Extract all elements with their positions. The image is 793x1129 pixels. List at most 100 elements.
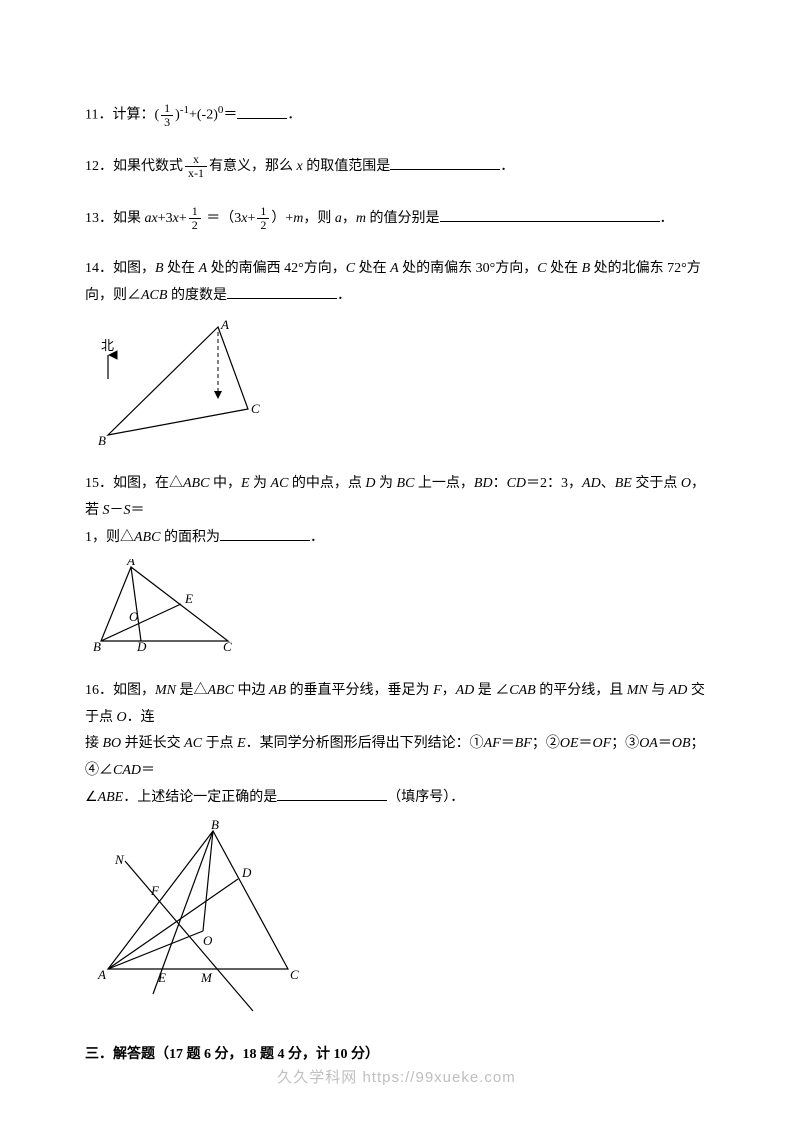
q16-t2: 是△ [176,683,208,698]
q15-t12: 的面积为 [160,530,220,545]
q15-d: D [365,476,375,491]
q15-blank [220,526,310,541]
q15-t10: ＝ [131,503,145,518]
q15-t2: 中， [209,476,241,491]
q15-t11: 1，则△ [85,530,134,545]
q11-blank [237,104,287,119]
q15-be: BE [615,476,632,491]
q16-abc: ABC [208,683,234,698]
q15-t5: 为 [376,476,397,491]
q15-bc: BC [397,476,415,491]
q14-b2: B [582,261,591,276]
q13-eq: ＝（3 [203,211,242,226]
q16-t10: ．连 [127,710,155,725]
q15-figure: A B C D E O [93,559,238,654]
q13-va: a [335,211,342,226]
q13-m: m [293,211,303,226]
q16-e2: E [237,736,246,751]
q16-t8: 与 [648,683,669,698]
q16-oa: OA [639,736,658,751]
question-16: 16．如图，MN 是△ABC 中边 AB 的垂直平分线，垂足为 F，AD 是 ∠… [85,678,708,1014]
q16-f: F [433,683,442,698]
q12-num: 12． [85,159,113,174]
q16-mn: MN [155,683,176,698]
q16-bf: BF [515,736,532,751]
q14-t6: 处在 [547,261,582,276]
q13-p3: + [247,211,255,226]
q14-t2: 处在 [164,261,199,276]
q14-a2: A [390,261,399,276]
q16-bo: BO [103,736,122,751]
q12-c: 的取值范围是 [303,159,391,174]
q13-m2: m [356,211,366,226]
q11-num: 11． [85,108,112,123]
q11-period: ． [287,108,301,123]
q16-t16: ．上述结论一定正确的是 [123,790,277,805]
q14-t5: 处的南偏东 30°方向， [399,261,538,276]
q14-a1: A [199,261,208,276]
north-label: 北 [101,338,114,353]
q16-abe: ABE [98,790,124,805]
q16-eq4: ＝ [141,763,155,778]
q15-e: E [241,476,250,491]
q11-sup1: -1 [180,104,189,116]
q16-t12: 并延长交 [121,736,184,751]
q16-t5: ， [442,683,456,698]
svg-text:M: M [200,970,213,985]
q14-acb: ACB [141,288,167,303]
q13-f2: 12 [257,205,269,232]
svg-text:D: D [136,639,147,654]
q15-dot: 、 [601,476,615,491]
q14-t4: 处在 [355,261,390,276]
q14-t8: 向，则∠ [85,288,141,303]
q16-cab: CAB [509,683,535,698]
q13-ax: ax [145,211,158,226]
q14-c2: C [537,261,546,276]
q14-blank [227,284,337,299]
question-11: 11．计算：(13)-1+(-2)0＝． [85,100,708,129]
q16-of: OF [593,736,612,751]
q14-figure: 北 A B C [93,317,273,447]
q11-frac: 13 [161,102,173,129]
q16-o: O [117,710,127,725]
svg-text:A: A [126,559,135,568]
q13-p2: + [179,211,187,226]
question-13: 13．如果 ax+3x+12 ＝（3x+12）+m，则 a，m 的值分别是． [85,205,708,233]
q15-ac: AC [271,476,289,491]
q16-s1: ；② [532,736,560,751]
q12-blank [390,155,500,170]
q13-c: 的值分别是 [366,211,440,226]
q15-t8: 交于点 [632,476,681,491]
q16-af: AF [484,736,501,751]
q11-open: ( [154,108,159,123]
svg-text:N: N [114,852,125,867]
q16-mn2: MN [627,683,648,698]
svg-text:A: A [220,317,229,332]
q16-eq2: ＝ [579,736,593,751]
q15-colon: ： [493,476,507,491]
q15-cd: CD [507,476,526,491]
q16-t14: ．某同学分析图形后得出下列结论：① [246,736,484,751]
q13-blank [440,207,660,222]
q15-period: ． [310,530,324,545]
q15-minus: － [110,503,124,518]
q13-period: ． [660,211,674,226]
svg-text:B: B [98,433,106,447]
q14-num: 14． [85,261,113,276]
svg-text:O: O [129,609,139,624]
q12-frac: xx-1 [185,153,207,180]
q15-t1: 如图，在△ [113,476,183,491]
q16-t11: 接 [85,736,103,751]
q11-label-a: 计算： [112,108,154,123]
svg-text:B: B [211,819,219,832]
q13-p1: +3 [158,211,173,226]
q15-o: O [681,476,691,491]
svg-text:D: D [241,865,252,880]
question-12: 12．如果代数式xx-1有意义，那么 x 的取值范围是． [85,153,708,181]
question-14: 14．如图，B 处在 A 处的南偏西 42°方向，C 处在 A 处的南偏东 30… [85,256,708,447]
q16-cad: CAD [113,763,141,778]
q13-num: 13． [85,211,113,226]
page-content: 11．计算：(13)-1+(-2)0＝． 12．如果代数式xx-1有意义，那么 … [0,0,793,1129]
q16-t17: （填序号）． [387,790,464,805]
svg-text:O: O [203,933,213,948]
